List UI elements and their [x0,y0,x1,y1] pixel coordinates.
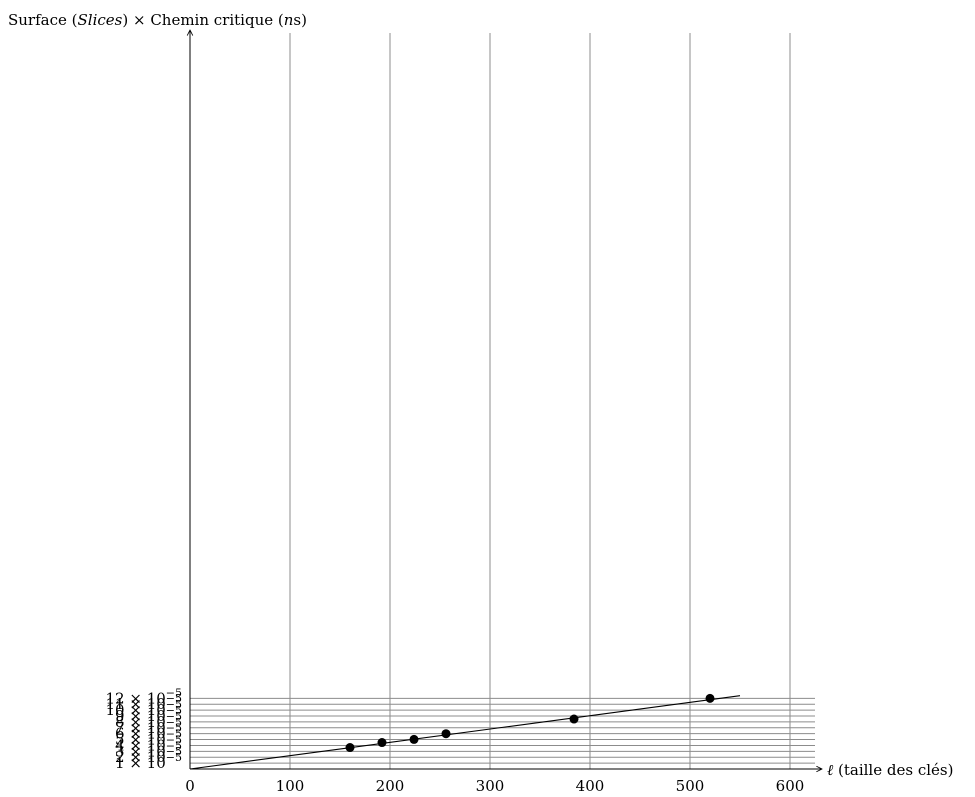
y-tick-label: 8 × 10−5 [115,710,182,731]
fit-line-group [189,695,741,770]
data-point [569,714,579,724]
y-tick-labels: 1 × 10−52 × 10−53 × 10−54 × 10−55 × 10−5… [106,686,183,772]
data-point [441,729,451,739]
x-tick-label: 500 [676,777,705,795]
data-point [345,743,355,753]
fit-line [189,695,741,770]
x-tick-label: 600 [776,777,805,795]
y-axis-label: Surface (Slices) × Chemin critique (ns) [8,11,307,29]
x-tick-label: 400 [576,777,605,795]
y-tick-label: 7 × 10−5 [115,716,182,737]
data-point [409,734,419,744]
y-tick-label: 2 × 10−5 [115,745,182,766]
x-tick-label: 0 [185,777,195,795]
y-tick-label: 6 × 10−5 [115,722,182,743]
x-tick-label: 100 [276,777,305,795]
data-points [345,693,715,753]
x-tick-label: 200 [376,777,405,795]
y-tick-label: 12 × 10−5 [106,686,183,707]
y-tick-label: 5 × 10−5 [115,728,182,749]
y-tick-label: 1 × 10−5 [115,751,182,772]
y-tick-label: 10 × 10−5 [106,698,183,719]
x-tick-labels: 0 100 200 300 400 500 600 [185,777,804,795]
x-axis-label: ℓ (taille des clés) [827,761,953,779]
y-tick-label: 4 × 10−5 [115,733,182,754]
y-tick-label: 3 × 10−5 [115,739,182,760]
x-tick-label: 300 [476,777,505,795]
y-tick-label: 11 × 10−5 [106,692,183,713]
axes [190,30,822,769]
grid [190,33,815,769]
data-point [705,693,715,703]
data-point [377,738,387,748]
y-tick-label: 9 × 10−5 [115,704,182,725]
